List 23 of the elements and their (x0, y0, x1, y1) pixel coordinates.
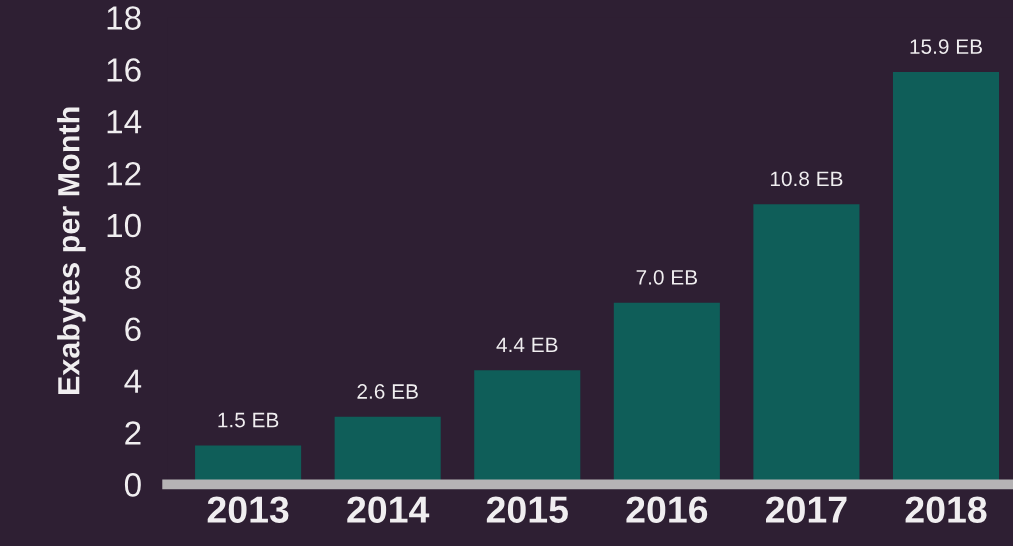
x-tick-label: 2017 (766, 496, 847, 523)
y-tick-label: 12 (107, 161, 141, 186)
y-tick-label: 16 (107, 58, 141, 82)
y-tick-label: 2 (125, 421, 141, 445)
x-tick-label: 2014 (347, 496, 430, 523)
y-tick-label: 6 (125, 317, 141, 342)
y-tick-label: 18 (107, 6, 141, 30)
x-tick-label: 2013 (207, 496, 289, 524)
x-tick-label: 2018 (905, 496, 987, 523)
y-tick-label: 8 (125, 265, 141, 290)
y-tick-label: 14 (107, 110, 142, 134)
y-tick-label: 0 (124, 473, 141, 497)
data-label: 2.6 EB (357, 384, 418, 399)
data-label: 15.9 EB (910, 39, 982, 54)
data-label: 1.5 EB (218, 412, 279, 428)
data-label: 7.0 EB (636, 270, 698, 285)
y-axis-title: Exabytes per Month (57, 107, 86, 394)
y-tick-label: 4 (124, 369, 142, 393)
data-label: 4.4 EB (496, 337, 558, 352)
x-tick-label: 2015 (486, 496, 568, 523)
x-tick-label: 2016 (626, 496, 708, 523)
y-tick-label: 10 (107, 213, 141, 238)
data-label: 10.8 EB (770, 171, 843, 187)
